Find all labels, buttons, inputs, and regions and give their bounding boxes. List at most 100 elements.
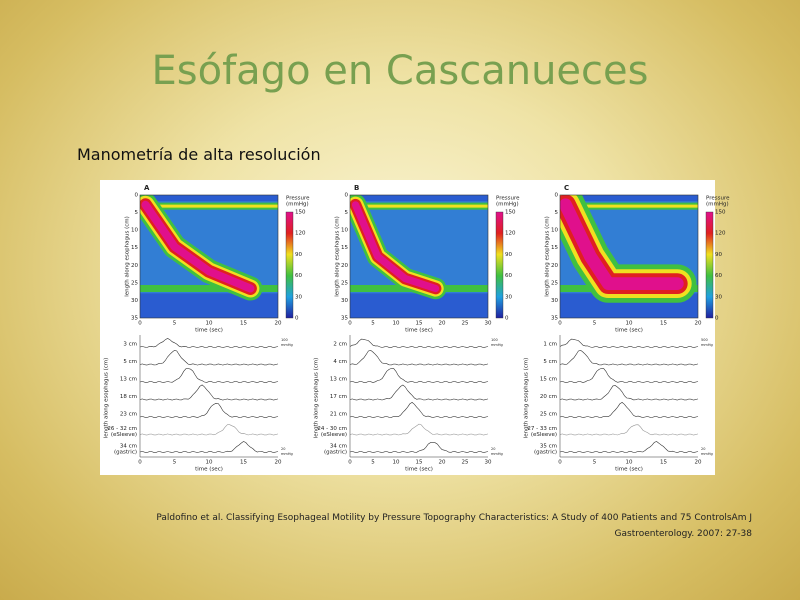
channel-label: 25 cm [540, 412, 557, 418]
channel-label: 2 cm [333, 342, 347, 348]
length-tick: 10 [131, 228, 138, 234]
pressure-trace [139, 338, 279, 348]
colorbar-tick: 60 [505, 273, 512, 279]
channel-label: 34 cm [330, 444, 347, 450]
time-tick: 10 [206, 321, 213, 327]
pressure-trace [559, 338, 699, 348]
length-tick: 20 [131, 263, 138, 269]
time-tick: 15 [240, 321, 247, 327]
time-tick: 10 [626, 460, 633, 466]
channel-label: 18 cm [120, 394, 137, 400]
colorbar-tick: 30 [715, 294, 722, 300]
colorbar-tick: 60 [295, 273, 302, 279]
pressure-trace [559, 349, 699, 366]
length-tick: 25 [131, 280, 138, 286]
contraction-band [141, 200, 255, 293]
length-tick: 0 [555, 193, 559, 199]
colorbar-tick: 90 [295, 252, 302, 258]
scale-label: 500 [701, 338, 708, 342]
time-tick: 0 [348, 460, 352, 466]
time-tick: 5 [371, 321, 375, 327]
length-tick: 5 [555, 210, 559, 216]
plot-frame [139, 194, 279, 319]
pressure-trace [349, 442, 489, 453]
time-tick: 0 [138, 321, 142, 327]
length-tick: 30 [551, 298, 558, 304]
length-axis-label: length along esophagus (cm) [104, 358, 110, 439]
slide-title: Esófago en Cascanueces [151, 48, 649, 94]
citation-line: Gastroenterology. 2007: 27-38 [614, 529, 752, 539]
time-tick: 20 [275, 460, 282, 466]
colorbar-tick: 0 [715, 316, 719, 322]
pressure-trace [349, 338, 489, 348]
colorbar-tick: 0 [505, 316, 509, 322]
pressure-trace [139, 349, 279, 366]
time-axis-label: time (sec) [195, 328, 223, 334]
channel-label: 1 cm [543, 342, 557, 348]
channel-label: 27 - 33 cm [527, 426, 557, 432]
panel-label: B [354, 184, 359, 192]
scale-label: mmHg [701, 452, 713, 456]
channel-label: 3 cm [123, 342, 137, 348]
time-tick: 0 [348, 321, 352, 327]
time-tick: 30 [485, 460, 492, 466]
topography [350, 195, 488, 300]
channel-label: 13 cm [120, 377, 137, 383]
channel-label: 4 cm [333, 359, 347, 365]
pressure-trace [139, 402, 279, 418]
time-tick: 20 [439, 460, 446, 466]
length-tick: 25 [551, 280, 558, 286]
length-axis-label: length along esophagus (cm) [545, 216, 551, 297]
colorbar-tick: 150 [295, 210, 306, 216]
length-tick: 30 [341, 298, 348, 304]
citation: Paldofino et al. Classifying Esophageal … [112, 510, 752, 542]
time-tick: 5 [371, 460, 375, 466]
colorbar-title: (mmHg) [286, 202, 309, 208]
length-tick: 15 [131, 245, 138, 251]
plot-frame [559, 194, 699, 319]
length-tick: 30 [131, 298, 138, 304]
pressure-trace [349, 423, 489, 436]
colorbar-title: Pressure [286, 196, 310, 202]
topography [140, 195, 278, 301]
length-tick: 35 [551, 316, 558, 322]
channel-label: 20 cm [540, 394, 557, 400]
colorbar-title: (mmHg) [496, 202, 519, 208]
length-tick: 0 [135, 193, 139, 199]
time-tick: 0 [558, 460, 562, 466]
length-tick: 15 [551, 245, 558, 251]
pressure-trace [559, 441, 699, 453]
colorbar-title: Pressure [706, 196, 730, 202]
contraction-band [560, 198, 684, 290]
pressure-trace [349, 368, 489, 383]
colorbar-tick: 0 [295, 316, 299, 322]
time-axis-label: time (sec) [615, 467, 643, 473]
length-tick: 10 [341, 228, 348, 234]
channel-label: (eSleeve) [321, 432, 347, 438]
channel-label: 35 cm [540, 444, 557, 450]
channel-label: 26 - 32 cm [107, 426, 137, 432]
channel-label: 13 cm [330, 377, 347, 383]
length-tick: 5 [345, 210, 349, 216]
scale-label: mmHg [491, 452, 503, 456]
citation-line: Paldofino et al. Classifying Esophageal … [156, 513, 752, 523]
topography [560, 195, 698, 303]
colorbar-tick: 120 [295, 231, 306, 237]
time-tick: 0 [558, 321, 562, 327]
colorbar-tick: 150 [505, 210, 516, 216]
colorbar-tick: 150 [715, 210, 726, 216]
channel-label: 5 cm [123, 359, 137, 365]
channel-label: (gastric) [534, 450, 557, 456]
scale-label: 100 [491, 338, 498, 342]
time-tick: 15 [416, 321, 423, 327]
time-tick: 5 [593, 321, 597, 327]
scale-label: 20 [701, 447, 705, 451]
time-tick: 20 [695, 460, 702, 466]
time-tick: 20 [275, 321, 282, 327]
length-axis-label: length along esophagus (cm) [314, 358, 320, 439]
pressure-trace [559, 368, 699, 383]
plot-frame [349, 194, 489, 319]
colorbar [285, 211, 294, 319]
colorbar-tick: 60 [715, 273, 722, 279]
